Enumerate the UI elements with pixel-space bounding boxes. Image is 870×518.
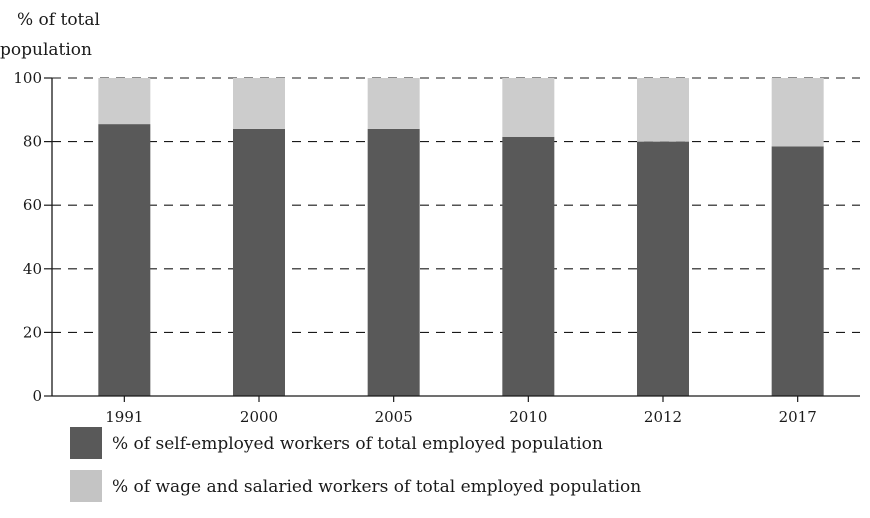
- bar-self-employed-2017: [771, 146, 824, 396]
- x-tick-label: 2010: [509, 408, 547, 426]
- bar-wage-salaried-2017: [771, 78, 824, 147]
- bar-self-employed-2000: [233, 128, 285, 396]
- y-tick-label: 80: [23, 133, 42, 151]
- x-tick-label: 2000: [240, 408, 278, 426]
- y-axis-label-line-1: % of total: [17, 10, 100, 30]
- bar-wage-salaried-2010: [502, 78, 555, 137]
- bar-wage-salaried-1991: [98, 78, 151, 125]
- bar-wage-salaried-2000: [233, 78, 285, 129]
- y-tick-label: 40: [23, 260, 42, 278]
- bar-self-employed-2010: [502, 136, 555, 396]
- legend-swatch-wage-salaried: [70, 470, 102, 502]
- bars: [98, 78, 824, 397]
- x-tick-label: 2005: [375, 408, 413, 426]
- bar-wage-salaried-2005: [367, 78, 420, 129]
- x-tick-label: 2017: [779, 408, 817, 426]
- x-tick-label: 1991: [105, 408, 143, 426]
- y-tick-labels: 0 20 40 60 80 100: [13, 69, 42, 405]
- gridlines: [52, 77, 860, 333]
- x-tick-label: 2012: [644, 408, 682, 426]
- bar-self-employed-2012: [637, 141, 689, 396]
- y-tick-label: 60: [23, 196, 42, 214]
- legend-label-wage-salaried: % of wage and salaried workers of total …: [112, 477, 641, 497]
- y-axis-label-line-2: population: [0, 40, 92, 60]
- bar-wage-salaried-2012: [637, 78, 689, 142]
- legend: % of self-employed workers of total empl…: [70, 427, 641, 502]
- axes: [44, 77, 860, 402]
- x-tick-labels: 1991 2000 2005 2010 2012 2017: [105, 408, 817, 426]
- y-tick-label: 20: [23, 323, 42, 341]
- legend-swatch-self-employed: [70, 427, 102, 459]
- legend-label-self-employed: % of self-employed workers of total empl…: [112, 434, 603, 454]
- bar-self-employed-2005: [367, 128, 420, 396]
- y-tick-label: 100: [13, 69, 42, 87]
- y-tick-label: 0: [32, 387, 42, 405]
- bar-self-employed-1991: [98, 124, 151, 397]
